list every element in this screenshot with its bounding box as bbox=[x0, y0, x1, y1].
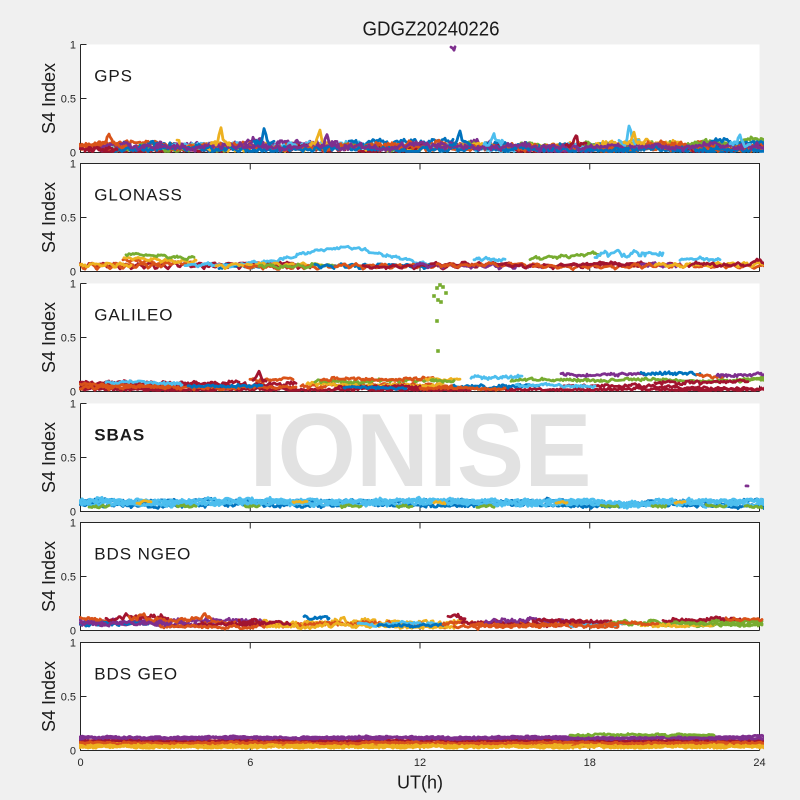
svg-text:1: 1 bbox=[70, 279, 76, 291]
svg-text:S4 Index: S4 Index bbox=[39, 182, 59, 253]
svg-text:GALILEO: GALILEO bbox=[94, 306, 173, 325]
svg-text:BDS NGEO: BDS NGEO bbox=[94, 545, 191, 564]
svg-text:1: 1 bbox=[70, 518, 76, 530]
svg-text:24: 24 bbox=[753, 757, 765, 769]
svg-text:1: 1 bbox=[70, 40, 76, 52]
svg-text:GPS: GPS bbox=[94, 67, 133, 86]
svg-text:0: 0 bbox=[70, 507, 76, 519]
svg-text:BDS GEO: BDS GEO bbox=[94, 665, 178, 684]
svg-text:IONISE: IONISE bbox=[250, 393, 592, 509]
svg-text:0: 0 bbox=[70, 746, 76, 758]
svg-text:6: 6 bbox=[247, 757, 253, 769]
svg-text:0: 0 bbox=[77, 757, 83, 769]
svg-text:0: 0 bbox=[70, 626, 76, 638]
svg-text:18: 18 bbox=[584, 757, 596, 769]
svg-text:S4 Index: S4 Index bbox=[39, 302, 59, 373]
svg-text:S4 Index: S4 Index bbox=[39, 661, 59, 732]
svg-text:0.5: 0.5 bbox=[61, 333, 76, 345]
svg-text:1: 1 bbox=[70, 159, 76, 171]
svg-text:1: 1 bbox=[70, 399, 76, 411]
svg-text:S4 Index: S4 Index bbox=[39, 422, 59, 493]
svg-text:0.5: 0.5 bbox=[61, 572, 76, 584]
svg-text:0.5: 0.5 bbox=[61, 94, 76, 106]
svg-text:0: 0 bbox=[70, 387, 76, 399]
svg-text:0.5: 0.5 bbox=[61, 213, 76, 225]
svg-text:S4 Index: S4 Index bbox=[39, 541, 59, 612]
svg-text:0: 0 bbox=[70, 267, 76, 279]
svg-text:0.5: 0.5 bbox=[61, 692, 76, 704]
svg-text:0.5: 0.5 bbox=[61, 453, 76, 465]
svg-text:1: 1 bbox=[70, 638, 76, 650]
svg-text:GDGZ20240226: GDGZ20240226 bbox=[363, 19, 500, 41]
svg-text:GLONASS: GLONASS bbox=[94, 186, 183, 205]
svg-text:UT(h): UT(h) bbox=[397, 773, 443, 793]
svg-text:0: 0 bbox=[70, 148, 76, 160]
svg-text:12: 12 bbox=[414, 757, 426, 769]
svg-text:S4 Index: S4 Index bbox=[39, 63, 59, 134]
svg-text:SBAS: SBAS bbox=[94, 426, 145, 445]
